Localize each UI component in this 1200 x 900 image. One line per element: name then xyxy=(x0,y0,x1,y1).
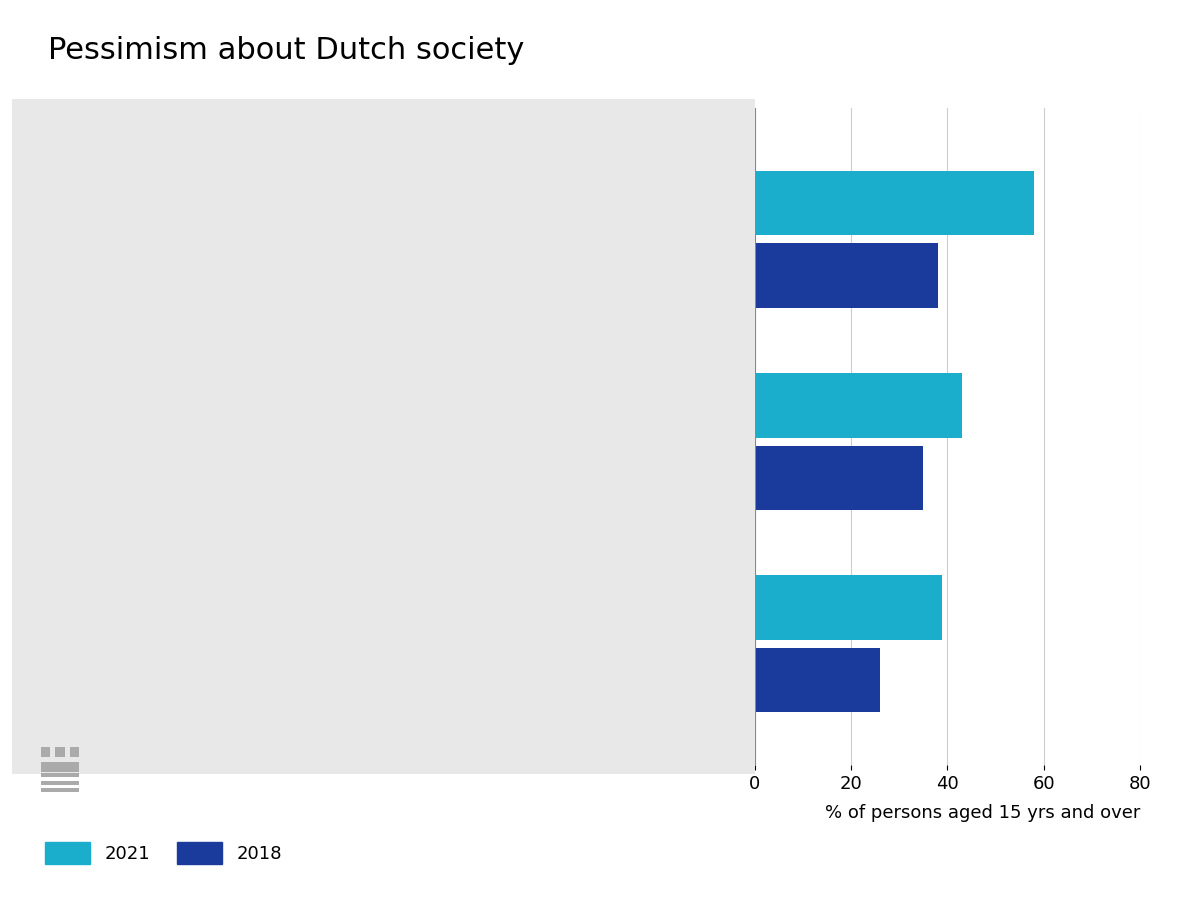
Bar xyxy=(755,648,880,713)
Text: The future looks hopeful: The future looks hopeful xyxy=(528,662,748,680)
X-axis label: % of persons aged 15 yrs and over: % of persons aged 15 yrs and over xyxy=(824,804,1140,822)
Bar xyxy=(755,373,961,437)
Bar xyxy=(41,762,79,772)
Bar xyxy=(755,171,1034,236)
Bar xyxy=(755,446,923,510)
Bar xyxy=(755,575,942,640)
Text: Pessimism about Dutch society: Pessimism about Dutch society xyxy=(48,36,524,65)
Bar xyxy=(41,747,50,758)
Bar xyxy=(55,747,65,758)
Bar xyxy=(41,773,79,778)
Bar xyxy=(41,788,79,792)
Bar xyxy=(755,243,937,308)
Bar xyxy=(41,780,79,785)
Text: the wrong direction: the wrong direction xyxy=(571,257,748,275)
Text: Things in the Netherlands are going in: Things in the Netherlands are going in xyxy=(401,203,748,221)
Text: Disagreement with:: Disagreement with: xyxy=(570,608,748,625)
Legend: 2021, 2018: 2021, 2018 xyxy=(46,842,282,864)
Text: rather than better: rather than better xyxy=(584,460,748,478)
Text: For most people, life is getting worse: For most people, life is getting worse xyxy=(413,405,748,423)
Bar xyxy=(70,747,79,758)
